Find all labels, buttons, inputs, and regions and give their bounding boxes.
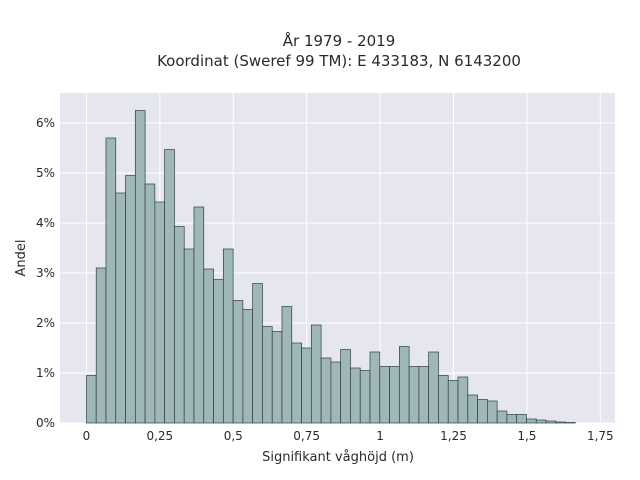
histogram-bar xyxy=(86,375,97,424)
histogram-bar xyxy=(545,420,557,424)
histogram-bar xyxy=(535,419,547,424)
histogram-bar xyxy=(222,248,234,424)
histogram-bar xyxy=(496,410,508,424)
histogram-bar xyxy=(281,306,293,424)
histogram-bar xyxy=(125,175,136,424)
histogram-bar xyxy=(242,309,254,424)
histogram-bar xyxy=(203,268,214,424)
histogram-bars xyxy=(86,110,576,424)
histogram-bar xyxy=(526,418,537,424)
histogram-bar xyxy=(320,357,332,424)
histogram-bar xyxy=(213,279,224,424)
x-tick-label: 0,5 xyxy=(224,429,243,443)
histogram-bar xyxy=(310,324,322,424)
histogram-bar xyxy=(350,367,361,424)
histogram-bar xyxy=(134,110,146,424)
histogram-bar xyxy=(447,380,459,424)
histogram-bar xyxy=(457,376,469,424)
histogram-bar xyxy=(359,370,371,424)
histogram-bar xyxy=(428,351,439,424)
histogram-bar xyxy=(262,326,273,424)
y-tick-label: 2% xyxy=(36,316,55,330)
histogram-bar xyxy=(330,361,342,424)
y-tick-label: 1% xyxy=(36,366,55,380)
y-axis-ticks: 0% 1% 2% 3% 4% 5% 6% xyxy=(36,116,55,430)
histogram-bar xyxy=(144,183,156,424)
histogram-bar xyxy=(408,366,420,424)
x-axis-ticks: 0 0,25 0,5 0,75 1 1,25 1,5 1,75 xyxy=(83,429,614,443)
x-axis-label: Signifikant våghöjd (m) xyxy=(262,450,414,465)
histogram-bar xyxy=(477,399,488,424)
x-tick-label: 0 xyxy=(83,429,91,443)
histogram-bar xyxy=(193,206,205,424)
x-tick-label: 1,25 xyxy=(440,429,467,443)
histogram-bar xyxy=(379,366,390,424)
histogram-bar xyxy=(369,351,381,424)
histogram-bar xyxy=(555,421,566,424)
histogram-bar xyxy=(291,342,302,424)
x-tick-label: 1 xyxy=(376,429,384,443)
histogram-bar xyxy=(154,201,166,424)
histogram-bar xyxy=(105,137,117,424)
histogram-bar xyxy=(438,375,449,424)
histogram-bar xyxy=(418,366,430,424)
y-axis-label: Andel xyxy=(14,240,29,277)
y-tick-label: 3% xyxy=(36,266,55,280)
y-tick-label: 5% xyxy=(36,166,55,180)
histogram-bar xyxy=(174,226,185,424)
y-tick-label: 4% xyxy=(36,216,55,230)
histogram-bar xyxy=(398,346,410,424)
histogram-bar xyxy=(183,248,195,424)
x-tick-label: 1,5 xyxy=(517,429,536,443)
histogram-bar xyxy=(252,283,263,424)
histogram-bar xyxy=(340,349,351,424)
histogram-bar xyxy=(271,331,283,424)
histogram-bar xyxy=(301,347,312,424)
histogram-bar xyxy=(232,300,244,424)
x-tick-label: 0,75 xyxy=(293,429,320,443)
histogram-bar xyxy=(95,267,107,424)
histogram-bar xyxy=(115,192,126,424)
x-tick-label: 1,75 xyxy=(587,429,614,443)
histogram-bar xyxy=(506,414,518,424)
x-tick-label: 0,25 xyxy=(146,429,173,443)
histogram-bar xyxy=(516,414,527,424)
y-tick-label: 0% xyxy=(36,416,55,430)
y-tick-label: 6% xyxy=(36,116,55,130)
histogram-bar xyxy=(467,394,478,424)
histogram-bar xyxy=(487,400,498,424)
histogram-bar xyxy=(389,366,400,424)
histogram-bar xyxy=(164,149,175,424)
chart-title-line1: År 1979 - 2019 xyxy=(283,31,396,50)
histogram-bar xyxy=(565,422,576,424)
chart-title-line2: Koordinat (Sweref 99 TM): E 433183, N 61… xyxy=(157,52,521,70)
